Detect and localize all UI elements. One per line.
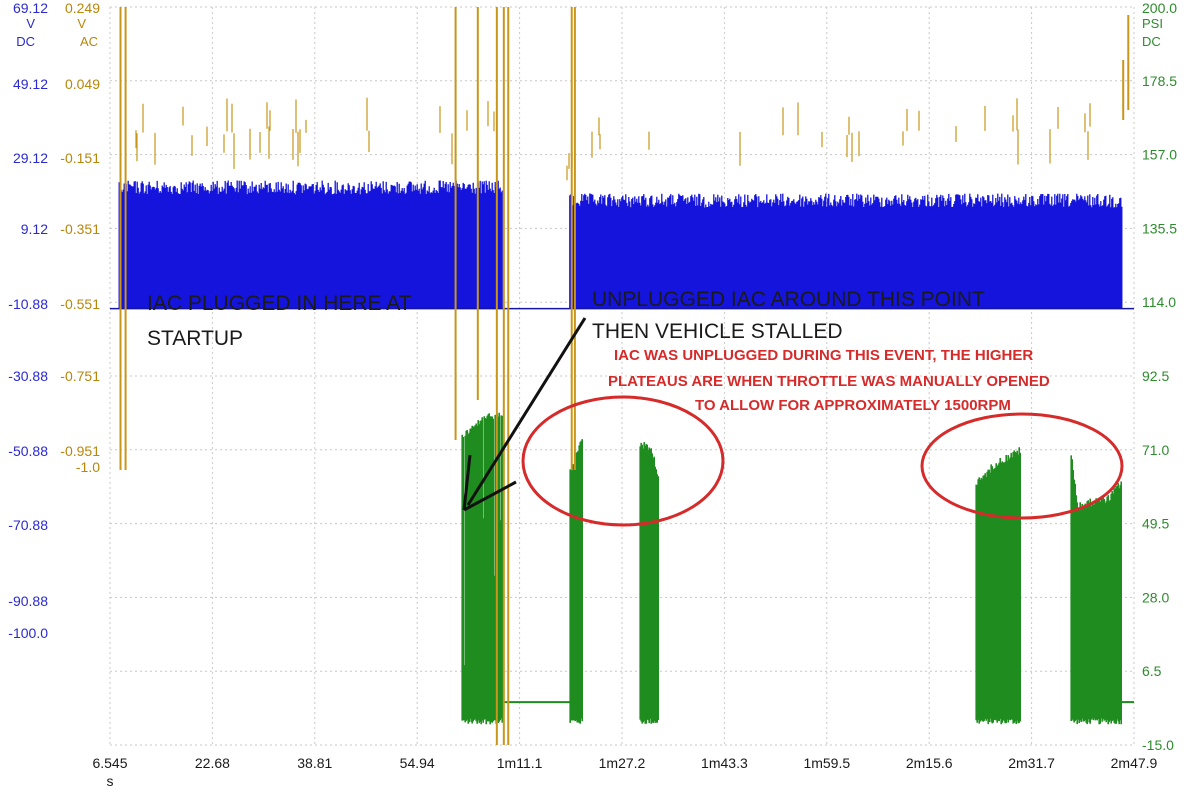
pressure-trace-body xyxy=(461,412,1122,725)
annotation-throttle-note: IAC WAS UNPLUGGED DURING THIS EVENT, THE… xyxy=(614,347,1033,364)
y-tick-volts-dc: -30.88 xyxy=(8,368,48,384)
y-tick-volts-ac: 0.049 xyxy=(65,76,100,92)
annotations: IAC PLUGGED IN HERE AT STARTUP UNPLUGGED I… xyxy=(147,288,1124,527)
y-tick-psi-dc: 92.5 xyxy=(1142,368,1169,384)
annotation-iac-plugged: IAC PLUGGED IN HERE AT xyxy=(147,292,412,315)
y-tick-volts-ac: -0.551 xyxy=(60,296,100,312)
x-tick-label: 6.545 xyxy=(92,755,127,771)
voltage-dc-block xyxy=(118,180,503,309)
annotation-arrow-head xyxy=(462,454,472,511)
y-tick-volts-dc: 9.12 xyxy=(21,221,48,237)
x-tick-label: 38.81 xyxy=(297,755,332,771)
axes: 69.12 49.12 29.12 9.12 -10.88 -30.88 -50.88 -70… xyxy=(8,0,1177,789)
y-unit-volts-dc-bottom: DC xyxy=(16,34,35,49)
y-tick-volts-ac: -0.951 xyxy=(60,443,100,459)
x-tick-label: 22.68 xyxy=(195,755,230,771)
y-unit-volts-dc-top: V xyxy=(26,16,35,31)
annotation-throttle-note: PLATEAUS ARE WHEN THROTTLE WAS MANUALLY … xyxy=(608,373,1050,390)
y-tick-volts-ac: -0.351 xyxy=(60,221,100,237)
y-unit-psi-dc-top: PSI xyxy=(1142,16,1163,31)
voltage-dc-trace xyxy=(110,180,1134,310)
y-tick-volts-dc: -100.0 xyxy=(8,625,48,641)
x-tick-label: 1m27.2 xyxy=(599,755,646,771)
y-tick-psi-dc: -15.0 xyxy=(1142,737,1174,753)
x-tick-label: 54.94 xyxy=(400,755,435,771)
y-tick-volts-ac: -0.151 xyxy=(60,150,100,166)
y-tick-psi-dc: 178.5 xyxy=(1142,73,1177,89)
y-tick-volts-ac: -1.0 xyxy=(76,459,100,475)
y-unit-volts-ac-top: V xyxy=(77,16,86,31)
y-tick-psi-dc: 28.0 xyxy=(1142,589,1169,605)
y-tick-volts-dc: 49.12 xyxy=(13,76,48,92)
highlight-ellipse-left xyxy=(521,395,725,527)
y-tick-volts-dc: -50.88 xyxy=(8,443,48,459)
y-tick-psi-dc: 114.0 xyxy=(1142,294,1176,310)
y-tick-psi-dc: 200.0 xyxy=(1142,0,1177,16)
x-tick-label: 1m59.5 xyxy=(803,755,850,771)
y-tick-psi-dc: 49.5 xyxy=(1142,516,1169,532)
y-tick-volts-dc: -10.88 xyxy=(8,296,48,312)
x-tick-label: 2m47.9 xyxy=(1111,755,1158,771)
y-tick-psi-dc: 157.0 xyxy=(1142,147,1177,163)
grid xyxy=(109,6,1135,746)
annotation-arrow-head xyxy=(463,480,517,512)
annotation-arrow-shaft xyxy=(466,317,587,506)
annotation-iac-unplugged: THEN VEHICLE STALLED xyxy=(592,320,843,343)
y-tick-volts-dc: -90.88 xyxy=(8,593,48,609)
y-tick-psi-dc: 135.5 xyxy=(1142,220,1177,236)
annotation-iac-plugged: STARTUP xyxy=(147,327,243,350)
x-tick-label: 1m43.3 xyxy=(701,755,748,771)
y-tick-volts-dc: 69.12 xyxy=(13,0,48,16)
y-tick-volts-ac: -0.751 xyxy=(60,368,100,384)
annotation-iac-unplugged: UNPLUGGED IAC AROUND THIS POINT xyxy=(592,288,985,311)
x-tick-label: 2m15.6 xyxy=(906,755,953,771)
y-tick-volts-ac: 0.249 xyxy=(65,0,100,16)
voltage-dc-block xyxy=(569,193,1123,309)
x-unit-label: s xyxy=(107,773,114,789)
highlight-ellipse-right xyxy=(920,412,1124,520)
y-unit-psi-dc-bottom: DC xyxy=(1142,34,1161,49)
y-tick-psi-dc: 71.0 xyxy=(1142,442,1169,458)
x-tick-label: 2m31.7 xyxy=(1008,755,1055,771)
y-tick-psi-dc: 6.5 xyxy=(1142,663,1162,679)
y-unit-volts-ac-bottom: AC xyxy=(80,34,98,49)
x-tick-label: 1m11.1 xyxy=(497,755,543,771)
pressure-trace xyxy=(461,412,1134,725)
annotation-throttle-note: TO ALLOW FOR APPROXIMATELY 1500RPM xyxy=(695,397,1011,414)
y-tick-volts-dc: -70.88 xyxy=(8,517,48,533)
y-tick-volts-dc: 29.12 xyxy=(13,150,48,166)
